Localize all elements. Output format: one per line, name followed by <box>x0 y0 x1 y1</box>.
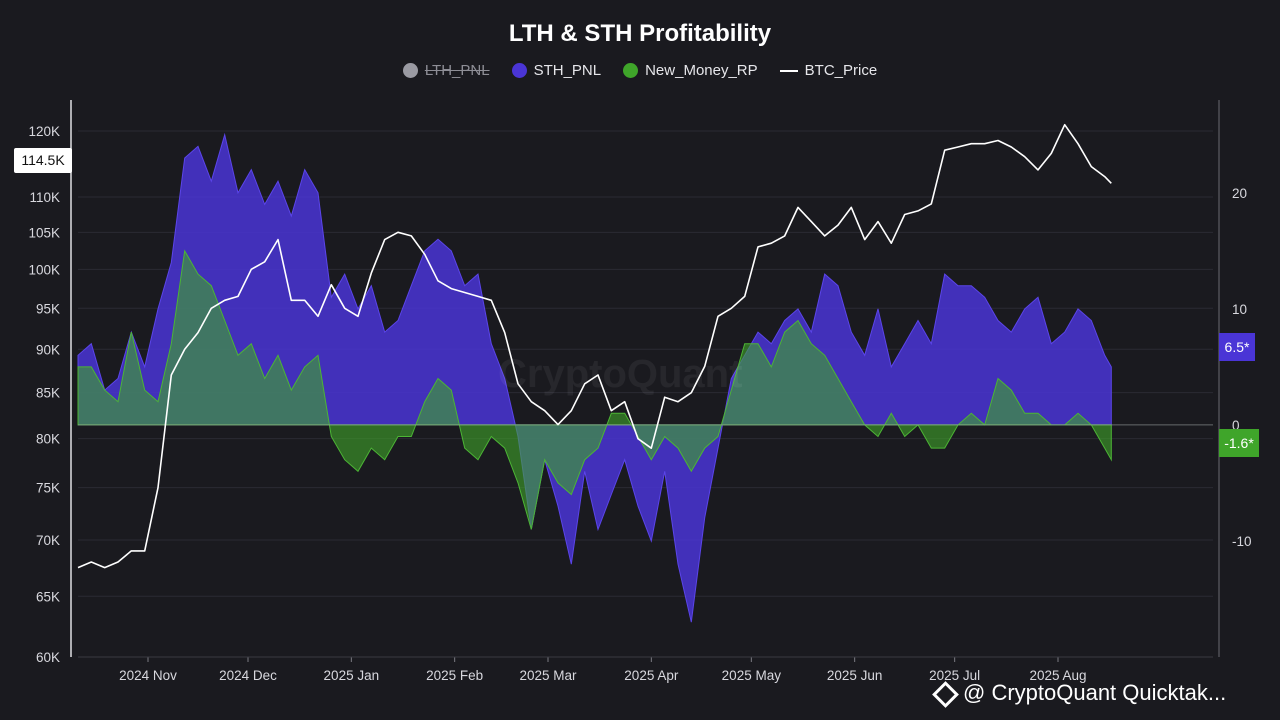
legend-dot-icon <box>511 63 527 78</box>
price-value-badge: 114.5K <box>14 148 72 173</box>
legend-dot-icon <box>402 63 418 78</box>
new-money-rp-area <box>77 249 1112 530</box>
btc-price-line <box>77 123 1112 569</box>
y-right-tick-label: 20 <box>1232 186 1247 201</box>
watermark: CryptoQuant <box>498 352 743 396</box>
legend-label: STH_PNL <box>533 62 602 79</box>
x-tick-label: 2024 Dec <box>219 668 277 683</box>
cryptoquant-logo-icon <box>932 680 959 708</box>
y-right-tick-label: 0 <box>1232 418 1240 433</box>
y-left-tick-label: 70K <box>36 533 60 548</box>
x-tick-label: 2025 May <box>722 668 782 683</box>
x-tick-label: 2025 Jun <box>827 668 883 683</box>
legend-line-icon <box>779 69 798 72</box>
legend-item-new-money-rp[interactable]: New_Money_RP <box>623 62 758 79</box>
x-tick-label: 2025 Aug <box>1029 668 1086 683</box>
legend-label: LTH_PNL <box>424 62 490 79</box>
x-tick-label: 2025 Jul <box>929 668 980 683</box>
line-series <box>77 123 1112 569</box>
legend-item-sth-pnl[interactable]: STH_PNL <box>511 62 602 79</box>
y-left-tick-label: 110K <box>29 190 60 205</box>
legend-label: New_Money_RP <box>645 62 758 79</box>
y-left-tick-label: 90K <box>36 342 60 357</box>
x-tick-label: 2025 Feb <box>426 668 483 683</box>
new-money-value-badge: -1.6* <box>1219 429 1259 457</box>
x-tick-label: 2024 Nov <box>119 668 177 683</box>
y-right-tick-label: -10 <box>1232 534 1252 549</box>
y-right-tick-label: 10 <box>1232 302 1247 317</box>
x-tick-label: 2025 Apr <box>624 668 679 683</box>
chart-legend: LTH_PNL STH_PNL New_Money_RP BTC_Price <box>0 62 1280 79</box>
area-series <box>77 132 1213 623</box>
credit-label: @ CryptoQuant Quicktak... <box>932 680 1227 708</box>
y-left-tick-label: 120K <box>28 124 60 139</box>
sth-pnl-value-badge: 6.5* <box>1219 333 1255 361</box>
y-left-tick-label: 100K <box>28 262 60 277</box>
legend-label: BTC_Price <box>804 62 878 79</box>
legend-item-lth-pnl[interactable]: LTH_PNL <box>402 62 490 79</box>
legend-item-btc-price[interactable]: BTC_Price <box>779 62 878 79</box>
y-left-tick-label: 95K <box>36 301 60 316</box>
chart-title: LTH & STH Profitability <box>508 20 772 47</box>
y-left-tick-label: 80K <box>36 432 60 447</box>
axes: 120K 110K 105K 100K 95K 90K 85K 80K 75K 70K 65K 60K… <box>28 100 1252 683</box>
y-left-tick-label: 65K <box>36 589 60 604</box>
legend-dot-icon <box>623 63 639 78</box>
y-left-tick-label: 60K <box>36 650 60 665</box>
credit-text: @ CryptoQuant Quicktak... <box>963 680 1227 705</box>
x-tick-label: 2025 Jan <box>324 668 380 683</box>
x-tick-label: 2025 Mar <box>519 668 577 683</box>
y-left-tick-label: 75K <box>36 481 60 496</box>
y-left-tick-label: 85K <box>36 386 60 401</box>
y-left-tick-label: 105K <box>28 225 60 240</box>
